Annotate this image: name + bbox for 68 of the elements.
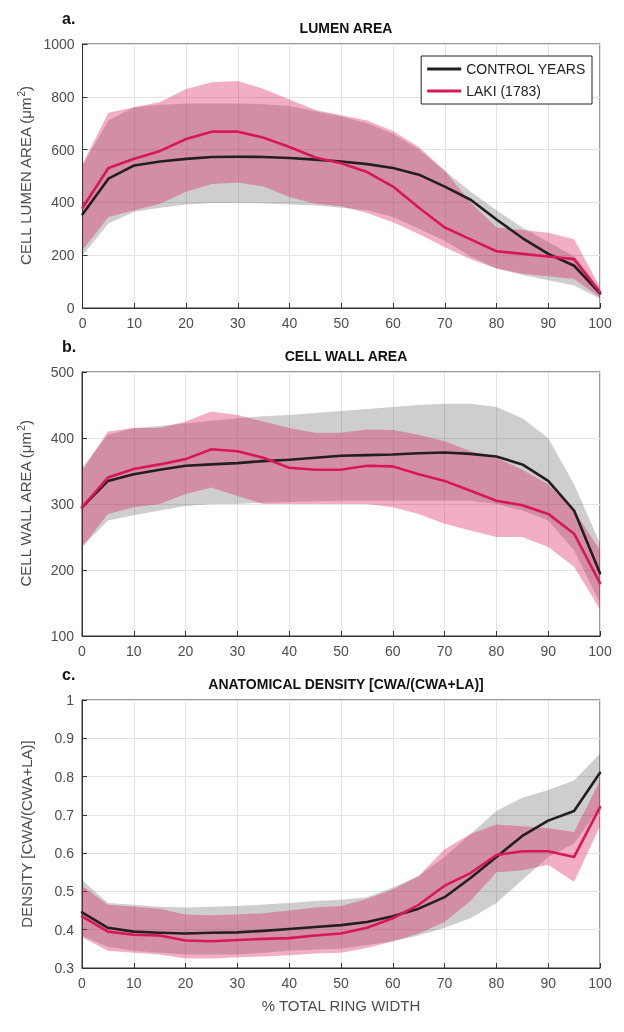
x-tick-label: 90 [540, 315, 557, 331]
x-tick-label: 20 [177, 643, 194, 659]
x-tick-label: 70 [436, 315, 453, 331]
x-tick-label: 60 [385, 643, 401, 659]
x-tick-label: 80 [488, 643, 505, 659]
x-tick-label: 30 [229, 315, 246, 331]
x-tick-label: 40 [281, 975, 298, 991]
y-tick-label: 300 [50, 496, 75, 512]
y-tick-label: 400 [51, 194, 75, 211]
text: a. [62, 9, 76, 27]
y-tick-label: 0.7 [54, 806, 75, 823]
y-tick-label: 0.3 [54, 960, 75, 976]
y-tick-label: 1 [66, 692, 75, 708]
y-tick-label: 0.5 [54, 883, 75, 900]
y-tick-label: 1000 [43, 36, 75, 52]
x-tick-label: 80 [488, 975, 505, 991]
x-tick-label: 90 [540, 975, 557, 991]
x-tick-label: 60 [385, 975, 401, 991]
x-tick-label: 50 [333, 975, 349, 991]
text: b. [62, 337, 77, 355]
x-tick-label: 50 [333, 643, 349, 659]
y-axis-title: DENSITY [CWA/(CWA+LA)] [18, 740, 35, 928]
x-tick-label: 30 [229, 643, 246, 659]
x-tick-label: 40 [281, 315, 298, 331]
y-axis-title: CELL LUMEN AREA (μm2) [15, 85, 34, 265]
y-tick-label: 200 [51, 247, 75, 264]
chart-title: CELL WALL AREA [284, 348, 408, 364]
x-tick-label: 100 [588, 315, 612, 331]
line-series [80, 771, 602, 935]
y-tick-label: 400 [50, 430, 75, 446]
line-series [81, 155, 602, 295]
line-series [81, 130, 602, 294]
y-tick-label: 600 [51, 141, 75, 158]
y-tick-label: 0.8 [54, 768, 75, 785]
x-tick-label: 100 [588, 643, 612, 659]
x-tick-label: 10 [126, 975, 142, 991]
chart-title: LUMEN AREA [299, 20, 393, 36]
y-axis-title: CELL WALL AREA (μm2) [15, 420, 34, 587]
x-axis-title: % TOTAL RING WIDTH [261, 997, 421, 1014]
x-tick-label: 20 [177, 975, 194, 991]
line-series [80, 805, 602, 943]
x-tick-label: 20 [178, 315, 195, 331]
x-tick-label: 40 [281, 643, 298, 659]
x-tick-label: 0 [78, 315, 87, 331]
y-tick-label: 0.4 [54, 921, 75, 938]
x-tick-label: 10 [126, 315, 143, 331]
y-tick-label: 0 [66, 300, 75, 316]
y-tick-label: 800 [51, 88, 75, 105]
y-tick-label: 200 [50, 562, 75, 578]
y-tick-label: 0.6 [54, 845, 75, 862]
x-tick-label: 80 [488, 315, 505, 331]
x-tick-label: 70 [436, 643, 453, 659]
x-tick-label: 70 [436, 975, 453, 991]
legend-label: CONTROL YEARS [466, 61, 586, 77]
chart-title: ANATOMICAL DENSITY [CWA/(CWA+LA)] [208, 676, 484, 692]
x-tick-label: 30 [229, 975, 246, 991]
x-tick-label: 90 [540, 643, 557, 659]
legend-label: LAKI (1783) [466, 83, 541, 99]
x-tick-label: 0 [78, 975, 87, 991]
text: c. [62, 665, 76, 683]
x-tick-label: 0 [78, 643, 87, 659]
x-tick-label: 100 [588, 975, 612, 991]
x-tick-label: 60 [385, 315, 402, 331]
y-tick-label: 500 [50, 364, 75, 380]
x-tick-label: 10 [126, 643, 142, 659]
x-tick-label: 50 [333, 315, 350, 331]
y-tick-label: 0.9 [54, 730, 75, 747]
y-tick-label: 100 [50, 628, 75, 644]
